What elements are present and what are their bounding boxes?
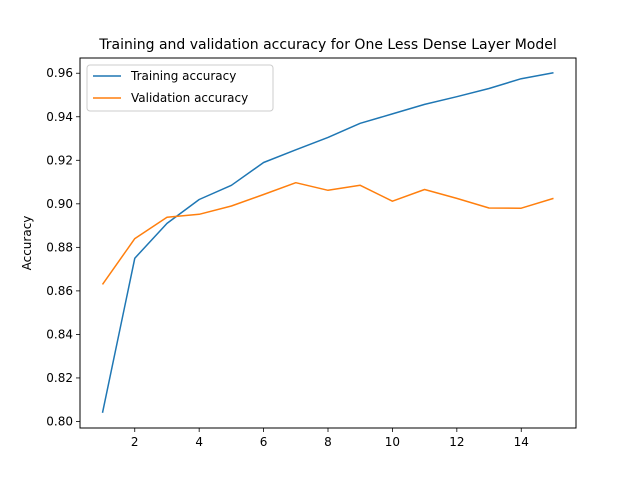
x-tick-label: 2	[131, 435, 139, 449]
plot-frame	[79, 57, 577, 429]
x-tick-label: 14	[514, 435, 529, 449]
y-tick-label: 0.92	[46, 153, 73, 167]
plot-lines	[101, 72, 554, 413]
y-tick-label: 0.94	[46, 110, 73, 124]
legend-box	[86, 64, 274, 112]
y-tick-label: 0.90	[46, 197, 73, 211]
legend-label-2: Validation accuracy	[131, 91, 248, 105]
x-tick-label: 4	[195, 435, 203, 449]
y-tick-label: 0.86	[46, 284, 73, 298]
x-axis: 2 4 6 8 10 12 14	[131, 428, 529, 449]
series-line-2	[101, 181, 554, 285]
y-tick-label: 0.88	[46, 240, 73, 254]
chart-title: Training and validation accuracy for One…	[98, 37, 556, 53]
x-tick-label: 8	[324, 435, 332, 449]
legend: Training accuracy Validation accuracy	[86, 64, 274, 112]
x-tick-label: 12	[449, 435, 464, 449]
x-tick-label: 6	[260, 435, 268, 449]
y-tick-label: 0.82	[46, 371, 73, 385]
y-tick-label: 0.84	[46, 327, 73, 341]
x-tick-label: 10	[385, 435, 400, 449]
y-tick-label: 0.96	[46, 66, 73, 80]
y-tick-label: 0.80	[46, 414, 73, 428]
y-axis: 0.80 0.82 0.84 0.86 0.88 0.90 0.92 0.94 0.96	[46, 66, 80, 428]
y-axis-label: Accuracy	[20, 216, 34, 271]
legend-label-1: Training accuracy	[130, 69, 236, 83]
series-line-1	[101, 72, 554, 413]
